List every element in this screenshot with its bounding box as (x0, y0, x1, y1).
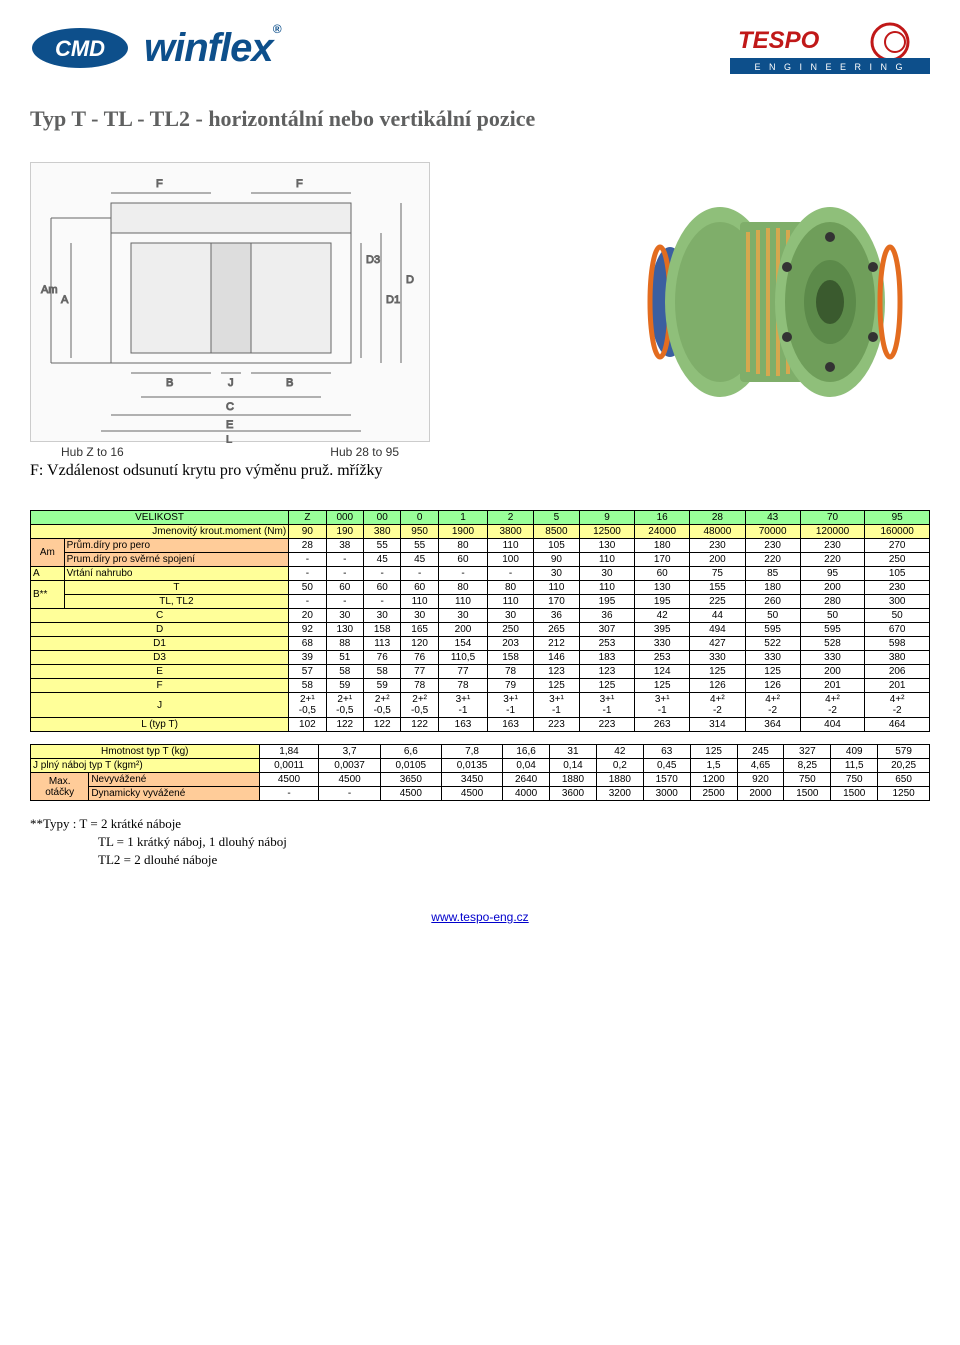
svg-text:F: F (156, 178, 163, 190)
svg-text:C: C (226, 401, 234, 413)
header: CMD winflex® TESPO E N G I N E E R I N G (30, 20, 930, 76)
footer-url: www.tespo-eng.cz (30, 910, 930, 924)
svg-text:J: J (228, 377, 234, 389)
svg-text:A: A (61, 294, 69, 306)
svg-text:E: E (226, 419, 233, 431)
diagram-row: Am A F F B J B D3 D1 (30, 162, 930, 442)
spec-table-secondary: Hmotnost typ T (kg)1,843,76,67,816,63142… (30, 744, 930, 801)
footer-notes: **Typy : T = 2 krátké náboje TL = 1 krát… (30, 815, 930, 870)
tespo-logo: TESPO E N G I N E E R I N G (730, 20, 930, 76)
coupling-render (590, 182, 930, 422)
svg-text:Am: Am (41, 284, 58, 296)
svg-text:D3: D3 (366, 254, 380, 266)
note-line-2: TL = 1 krátký náboj, 1 dlouhý náboj (98, 834, 287, 849)
note-line-1: **Typy : T = 2 krátké náboje (30, 816, 181, 831)
winflex-logo: winflex® (144, 26, 280, 71)
svg-text:TESPO: TESPO (738, 27, 820, 54)
svg-text:B: B (166, 377, 173, 389)
winflex-text: winflex (144, 26, 273, 70)
svg-text:B: B (286, 377, 293, 389)
hub-right-label: Hub 28 to 95 (330, 445, 399, 459)
page-title: Typ T - TL - TL2 - horizontální nebo ver… (30, 106, 930, 132)
spec-table-main: VELIKOSTZ00000012591628437095Jmenovitý k… (30, 510, 930, 732)
svg-text:E N G I N E E R I N G: E N G I N E E R I N G (754, 62, 905, 72)
svg-text:F: F (296, 178, 303, 190)
cmd-logo: CMD (30, 26, 130, 70)
left-logos: CMD winflex® (30, 26, 280, 71)
technical-drawing: Am A F F B J B D3 D1 (30, 162, 430, 442)
svg-text:D: D (406, 274, 414, 286)
svg-text:L: L (226, 434, 232, 443)
winflex-reg: ® (273, 22, 281, 36)
note-line-3: TL2 = 2 dlouhé náboje (98, 852, 217, 867)
hub-left-label: Hub Z to 16 (61, 445, 124, 459)
svg-text:CMD: CMD (55, 36, 105, 61)
diagram-caption: F: Vzdálenost odsunutí krytu pro výměnu … (30, 462, 930, 480)
svg-text:D1: D1 (386, 294, 400, 306)
